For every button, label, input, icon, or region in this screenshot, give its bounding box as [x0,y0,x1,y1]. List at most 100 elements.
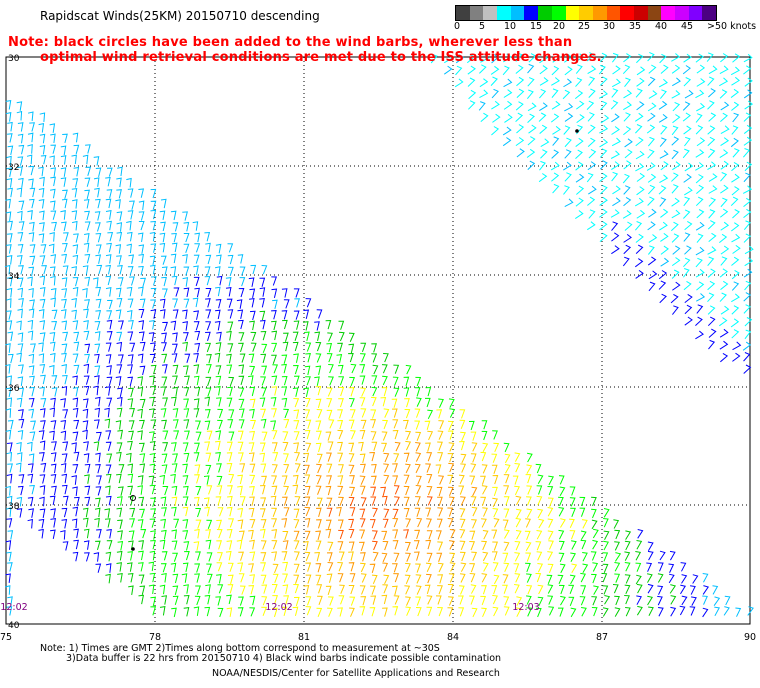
wind-barb [447,453,454,463]
wind-barb [327,562,334,572]
wind-barb [205,387,212,397]
wind-barb [83,375,90,385]
wind-barb [61,343,68,353]
wind-barb [405,596,411,606]
wind-barb [137,519,144,529]
wind-barb [660,257,670,267]
wind-barb [50,463,57,474]
time-label: 12:03 [512,602,539,613]
wind-barb [695,113,703,123]
wind-barb [161,595,168,605]
wind-barb [564,66,573,76]
wind-barb [490,76,498,86]
wind-barb [71,297,77,308]
wind-barb [394,496,400,506]
wind-barb [314,321,320,331]
wind-barb [360,497,367,507]
wind-barb [372,507,378,518]
wind-barb [17,232,24,242]
wind-barb [260,376,267,386]
wind-barb [16,441,22,452]
wind-barb [514,541,521,551]
wind-barb [574,89,584,100]
wind-barb [684,304,693,315]
wind-barb [5,111,12,122]
wind-barb [657,595,663,606]
wind-barb [683,53,692,63]
wind-barb [479,78,489,88]
wind-barb [249,310,256,321]
wind-barb [217,408,224,419]
wind-barb [95,563,102,573]
wind-barb [350,363,357,374]
wind-barb [743,233,752,243]
wind-barb [580,539,587,550]
wind-barb [183,233,190,243]
wind-barb [237,485,243,496]
wind-barb [137,408,143,419]
wind-barb [315,530,322,540]
wind-barb [526,485,533,495]
wind-barb [599,52,608,63]
wind-barb [491,100,500,110]
wind-barb [7,463,13,473]
wind-barb [448,573,455,583]
wind-barb [723,606,730,616]
wind-barb [227,309,234,319]
wind-barb [707,280,716,291]
wind-barb [393,552,400,562]
wind-barb [304,331,310,341]
wind-barb [371,386,378,397]
wind-barb [237,254,244,264]
wind-barb [270,420,277,430]
wind-barb [743,208,752,218]
wind-barb [576,114,585,124]
wind-barb [527,102,537,112]
wind-barb [482,551,489,562]
wind-barb [743,172,751,183]
wind-barb [17,244,24,254]
wind-barb [184,550,190,561]
wind-barb [150,200,157,210]
wind-barb [636,595,642,605]
wind-barb [647,102,657,112]
wind-barb [127,573,134,583]
wind-barb [72,244,79,254]
wind-barb [27,473,34,484]
wind-barb [281,475,288,485]
wind-barb [393,485,400,495]
wind-barb [50,133,56,144]
wind-barb [161,419,167,430]
wind-barb [637,529,644,539]
wind-barb [743,304,751,314]
wind-barb [731,329,740,339]
wind-barb [414,387,421,397]
wind-barb [138,496,145,507]
wind-barb [105,464,112,474]
wind-barb [551,172,560,182]
wind-barb [683,77,692,87]
wind-barb [83,453,90,463]
wind-barb [580,585,587,595]
wind-barb [16,187,23,198]
wind-barb [18,297,24,308]
wind-barb [204,497,210,507]
wind-barb [271,330,278,341]
wind-barb [239,353,246,363]
wind-barb [315,540,322,550]
wind-barb [29,386,35,397]
wind-barb [238,596,244,606]
wind-barb [49,495,56,506]
wind-barb [105,573,111,584]
wind-barb [647,541,654,552]
wind-barb [216,254,222,265]
wind-barb [460,496,466,506]
wind-barb [83,242,90,253]
wind-barb [294,463,301,473]
wind-barb [183,419,190,429]
wind-barb [84,353,90,364]
wind-barb [194,496,200,507]
wind-barb [683,209,691,219]
wind-barb [259,298,265,308]
wind-barb [95,232,102,243]
